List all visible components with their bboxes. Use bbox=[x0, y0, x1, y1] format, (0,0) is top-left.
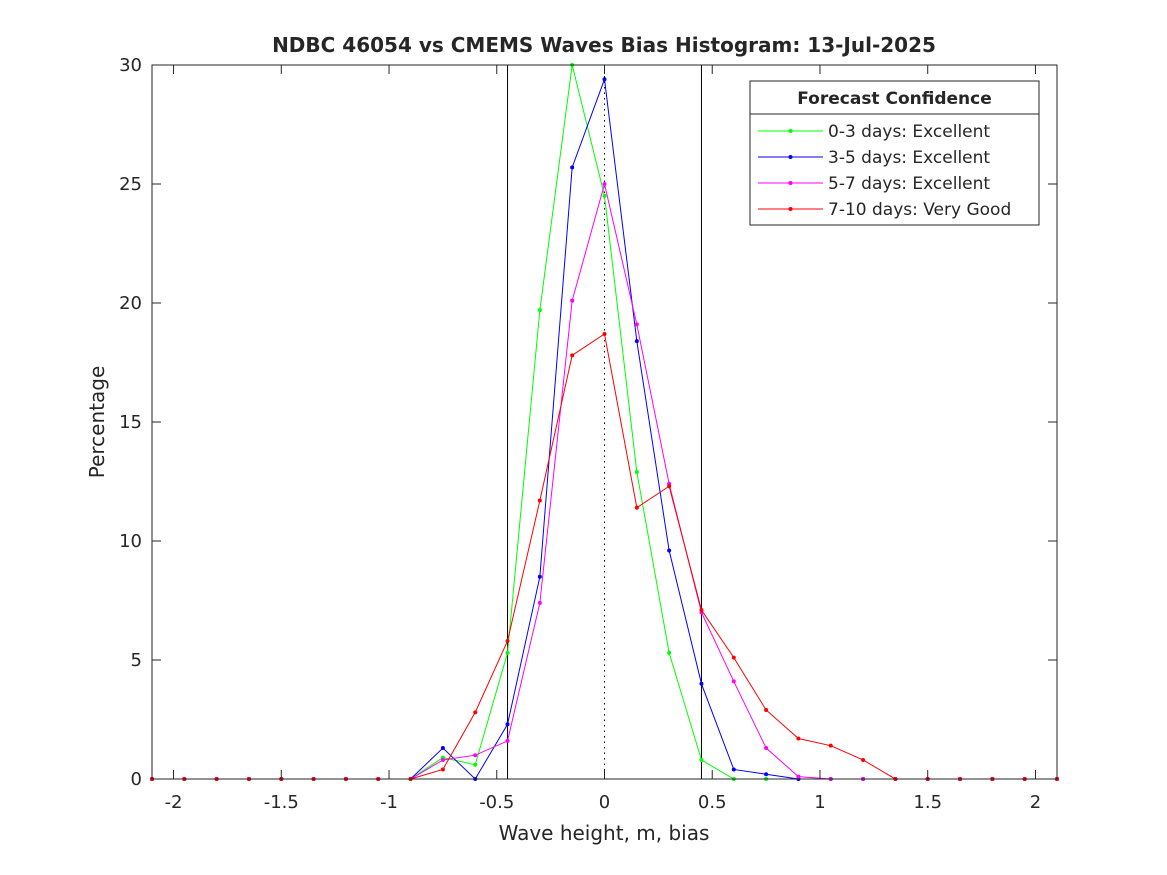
series-3-point bbox=[440, 757, 445, 762]
series-3-point bbox=[634, 322, 639, 327]
series-4-point bbox=[796, 736, 801, 741]
chart-title: NDBC 46054 vs CMEMS Waves Bias Histogram… bbox=[272, 33, 936, 57]
series-4-point bbox=[505, 638, 510, 643]
x-tick-label: 2 bbox=[1030, 792, 1041, 813]
y-tick-label: 30 bbox=[119, 55, 142, 76]
legend-title: Forecast Confidence bbox=[797, 89, 992, 109]
x-tick-label: 1 bbox=[814, 792, 825, 813]
legend-entries-box bbox=[749, 113, 1040, 226]
legend-entries: 0-3 days: Excellent 3-5 days: Excellent 5-… bbox=[758, 122, 1011, 220]
y-tick-label: 5 bbox=[131, 650, 142, 671]
y-tick-label: 10 bbox=[119, 531, 142, 552]
y-tick-label: 0 bbox=[131, 769, 142, 790]
x-tick-label: -1 bbox=[380, 792, 398, 813]
series-4-point bbox=[473, 710, 478, 715]
series-1-point bbox=[537, 308, 542, 313]
series-1-point bbox=[634, 469, 639, 474]
series-4-point bbox=[602, 331, 607, 336]
series-4-point bbox=[731, 655, 736, 660]
series-3-point bbox=[537, 600, 542, 605]
y-tick-label: 20 bbox=[119, 293, 142, 314]
legend-swatch-marker bbox=[788, 129, 793, 133]
series-4-point bbox=[440, 767, 445, 772]
series-3-point bbox=[764, 746, 769, 751]
legend-entry-label: 5-7 days: Excellent bbox=[828, 174, 990, 194]
x-tick-label: -0.5 bbox=[479, 792, 514, 813]
y-tick-label: 25 bbox=[119, 174, 142, 195]
series-4-point bbox=[667, 484, 672, 489]
series-2-point bbox=[570, 165, 575, 170]
series-1-point bbox=[667, 650, 672, 655]
series-2-point bbox=[667, 548, 672, 553]
legend-swatch-marker bbox=[788, 181, 793, 185]
series-2-point bbox=[602, 77, 607, 82]
legend-title-box bbox=[749, 80, 1040, 115]
series-2-point bbox=[505, 722, 510, 727]
reference-lines bbox=[507, 65, 702, 779]
series-4-point bbox=[537, 498, 542, 503]
series-4-point bbox=[861, 757, 866, 762]
x-axis-label: Wave height, m, bias bbox=[499, 821, 710, 845]
series-4-point bbox=[634, 505, 639, 510]
legend-swatch-marker bbox=[788, 207, 793, 211]
x-axis-ticks: -2 -1.5 -1 -0.5 0 0.5 1 1.5 2 bbox=[165, 65, 1041, 813]
x-tick-label: 0.5 bbox=[698, 792, 727, 813]
y-axis-label: Percentage bbox=[85, 366, 109, 479]
x-tick-label: 0 bbox=[599, 792, 610, 813]
series-4-point bbox=[764, 707, 769, 712]
series-2-point bbox=[634, 339, 639, 344]
x-tick-label: -1.5 bbox=[264, 792, 299, 813]
y-axis-ticks: 0 5 10 15 20 25 30 bbox=[119, 55, 1057, 790]
x-tick-label: -2 bbox=[165, 792, 183, 813]
series-1-point bbox=[602, 193, 607, 198]
series-4-point bbox=[828, 743, 833, 748]
series-3-point bbox=[602, 182, 607, 186]
series-3-point bbox=[731, 679, 736, 684]
legend-entry-label: 0-3 days: Excellent bbox=[828, 122, 990, 142]
series-3-point bbox=[473, 753, 478, 758]
series-3-point bbox=[505, 738, 510, 743]
series-2-point bbox=[537, 574, 542, 579]
series-3-point bbox=[570, 298, 575, 303]
legend-entry-label: 7-10 days: Very Good bbox=[828, 200, 1011, 220]
series-2-point bbox=[440, 746, 445, 751]
legend-swatch-marker bbox=[788, 155, 793, 159]
series-1-point bbox=[505, 650, 510, 655]
legend-entry-label: 3-5 days: Excellent bbox=[828, 148, 990, 168]
series-2-point bbox=[764, 772, 769, 777]
series-4-point bbox=[699, 608, 704, 613]
legend: Forecast Confidence 0-3 days: Excellent 3… bbox=[749, 80, 1040, 226]
series-1-point bbox=[473, 762, 478, 767]
series-2-point bbox=[731, 767, 736, 772]
y-tick-label: 15 bbox=[119, 412, 142, 433]
series-2-point bbox=[699, 681, 704, 686]
series-1-point bbox=[699, 757, 704, 762]
series-3-point bbox=[796, 774, 801, 779]
x-tick-label: 1.5 bbox=[913, 792, 942, 813]
series-4-point bbox=[570, 353, 575, 358]
